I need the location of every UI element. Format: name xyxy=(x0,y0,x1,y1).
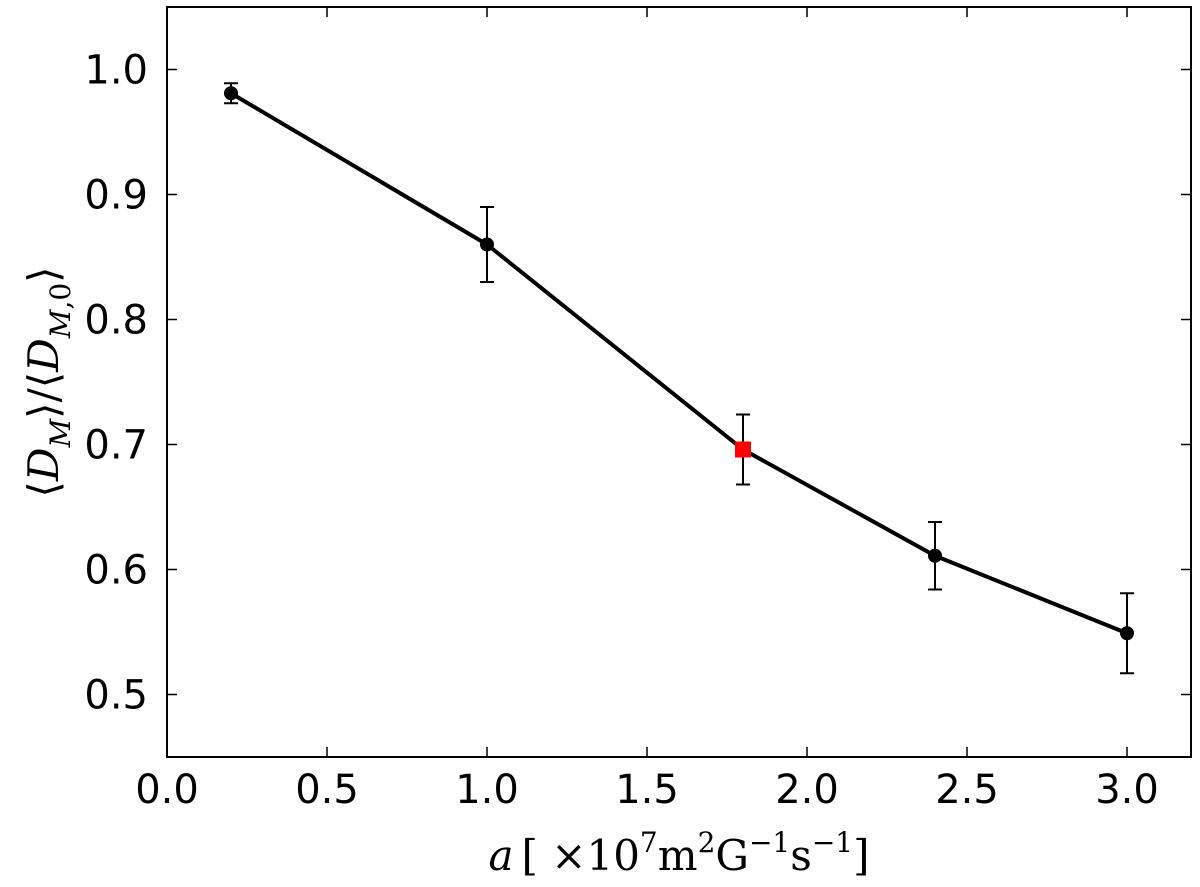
tick-marks xyxy=(166,7,1191,757)
data-point xyxy=(224,86,238,101)
data-markers xyxy=(224,86,1134,641)
x-tick-label: 3.0 xyxy=(1095,767,1159,813)
x-axis-label: a[ ×107m2G−1s−1] xyxy=(489,826,870,880)
y-tick-label: 0.5 xyxy=(84,673,148,719)
series-line xyxy=(229,91,1128,636)
x-tick-label: 2.0 xyxy=(775,767,839,813)
plot-frame xyxy=(166,6,1192,758)
x-tick-labels: 0.0 0.5 1.0 1.5 2.0 2.5 3.0 xyxy=(135,767,1159,813)
x-tick-label: 1.0 xyxy=(455,767,519,813)
y-tick-label: 0.8 xyxy=(84,298,148,344)
highlight-point xyxy=(735,441,751,458)
y-tick-label: 0.9 xyxy=(84,173,148,219)
x-tick-label: 0.5 xyxy=(295,767,359,813)
x-tick-label: 0.0 xyxy=(135,767,199,813)
x-tick-label: 2.5 xyxy=(935,767,999,813)
y-tick-label: 1.0 xyxy=(84,48,148,94)
y-axis-label: ⟨DM⟩/⟨DM,0⟩ xyxy=(19,266,77,497)
data-point xyxy=(1120,626,1134,641)
x-tick-label: 1.5 xyxy=(615,767,679,813)
data-point xyxy=(480,237,494,252)
y-tick-label: 0.7 xyxy=(84,423,148,469)
y-tick-label: 0.6 xyxy=(84,548,148,594)
y-tick-labels: 0.5 0.6 0.7 0.8 0.9 1.0 xyxy=(84,48,148,719)
data-point xyxy=(928,548,942,563)
